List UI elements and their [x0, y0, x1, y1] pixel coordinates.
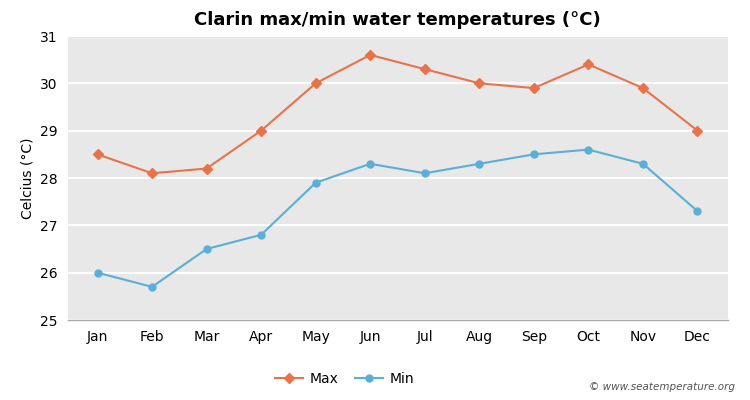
- Max: [256, 128, 265, 133]
- Legend: Max, Min: Max, Min: [269, 367, 420, 392]
- Y-axis label: Celcius (°C): Celcius (°C): [20, 137, 34, 219]
- Min: [475, 161, 484, 166]
- Min: [693, 209, 702, 214]
- Min: [202, 246, 211, 252]
- Title: Clarin max/min water temperatures (°C): Clarin max/min water temperatures (°C): [194, 11, 601, 29]
- Line: Max: Max: [94, 52, 701, 177]
- Max: [693, 128, 702, 133]
- Min: [638, 161, 647, 166]
- Max: [93, 152, 102, 157]
- Text: © www.seatemperature.org: © www.seatemperature.org: [589, 382, 735, 392]
- Max: [420, 67, 429, 72]
- Max: [202, 166, 211, 171]
- Min: [256, 232, 265, 237]
- Line: Min: Min: [94, 146, 701, 290]
- Max: [366, 52, 375, 57]
- Max: [475, 81, 484, 86]
- Max: [311, 81, 320, 86]
- Max: [530, 86, 538, 90]
- Min: [420, 171, 429, 176]
- Max: [638, 86, 647, 90]
- Min: [148, 284, 157, 289]
- Max: [148, 171, 157, 176]
- Max: [584, 62, 593, 67]
- Min: [93, 270, 102, 275]
- Min: [311, 180, 320, 185]
- Min: [366, 161, 375, 166]
- Min: [530, 152, 538, 157]
- Min: [584, 147, 593, 152]
